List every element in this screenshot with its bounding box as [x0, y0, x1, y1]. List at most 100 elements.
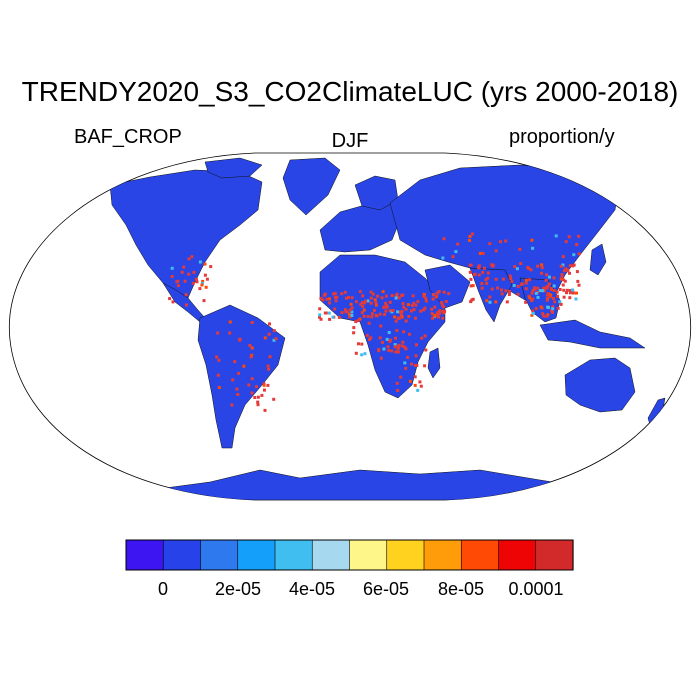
hotspot-cell	[377, 349, 381, 353]
land-arctic-islands	[204, 157, 263, 179]
hotspot-cell	[378, 312, 382, 316]
hotspot-cell	[524, 287, 528, 291]
hotspot-cell	[319, 317, 323, 321]
hotspot-cell	[367, 321, 371, 325]
hotspot-cell	[321, 298, 325, 302]
hotspot-cell	[349, 302, 353, 306]
hotspot-cell	[361, 301, 364, 304]
season-label: DJF	[331, 130, 369, 152]
hotspot-cell	[358, 317, 362, 321]
land-south-america	[197, 304, 286, 449]
hotspot-cell	[451, 255, 455, 259]
hotspot-cell	[404, 319, 408, 323]
hotspot-cell	[410, 362, 414, 366]
hotspot-cell	[505, 300, 509, 304]
hotspot-cell	[352, 326, 356, 330]
hotspot-cell	[354, 300, 358, 304]
hotspot-cell	[215, 355, 219, 359]
land-australia	[564, 357, 636, 413]
hotspot-cell	[231, 378, 235, 382]
hotspot-cell	[524, 300, 528, 304]
hotspot-cell	[217, 358, 221, 362]
hotspot-cell	[388, 309, 392, 313]
hotspot-cell	[408, 332, 411, 336]
hotspot-cell	[382, 305, 386, 309]
hotspot-cell	[350, 310, 354, 314]
hotspot-cell	[360, 353, 364, 357]
hotspot-cell	[441, 256, 445, 260]
hotspot-cell	[398, 310, 402, 314]
hotspot-cell	[494, 300, 498, 304]
hotspot-cell	[577, 234, 581, 238]
colorbar-swatch	[237, 539, 276, 571]
hotspot-cell	[383, 313, 387, 316]
hotspot-cell	[235, 387, 239, 391]
hotspot-cell	[385, 305, 389, 309]
hotspot-cell	[424, 296, 428, 300]
hotspot-cell	[547, 306, 550, 309]
hotspot-cell	[549, 293, 553, 297]
hotspot-cell	[545, 298, 549, 302]
hotspot-cell	[499, 240, 502, 244]
hotspot-cell	[370, 315, 374, 319]
hotspot-cell	[255, 385, 258, 389]
hotspot-cell	[233, 360, 237, 364]
hotspot-cell	[390, 294, 394, 297]
hotspot-cell	[343, 308, 347, 312]
hotspot-cell	[549, 295, 552, 299]
hotspot-cell	[250, 391, 254, 395]
hotspot-cell	[394, 319, 398, 323]
hotspot-cell	[568, 291, 572, 295]
hotspot-cell	[477, 273, 481, 277]
hotspot-cell	[250, 377, 254, 381]
hotspot-cell	[401, 302, 405, 305]
hotspot-cell	[436, 311, 439, 315]
colorbar-tick-label: 2e-05	[214, 579, 262, 599]
hotspot-cell	[477, 265, 481, 269]
hotspot-cell	[563, 279, 567, 283]
hotspot-cell	[200, 283, 204, 287]
hotspot-cell	[366, 299, 370, 303]
hotspot-cell	[561, 283, 565, 287]
hotspot-cell	[442, 290, 446, 294]
hotspot-cell	[363, 352, 367, 356]
hotspot-cell	[262, 383, 266, 387]
hotspot-cell	[364, 299, 367, 303]
hotspot-cell	[524, 278, 528, 282]
hotspot-cell	[541, 289, 545, 293]
hotspot-cell	[437, 290, 441, 293]
hotspot-cell	[536, 295, 540, 299]
hotspot-cell	[482, 266, 486, 270]
hotspot-cell	[187, 257, 191, 261]
hotspot-cell	[422, 308, 426, 312]
hotspot-cell	[568, 271, 571, 275]
hotspot-cell	[384, 294, 388, 298]
hotspot-cell	[556, 294, 560, 298]
hotspot-cell	[192, 270, 196, 274]
hotspot-cell	[571, 291, 575, 295]
hotspot-cell	[381, 340, 384, 344]
hotspot-cell	[444, 300, 448, 303]
hotspot-cell	[340, 292, 344, 296]
hotspot-cell	[328, 301, 332, 305]
hotspot-cell	[530, 291, 534, 295]
hotspot-cell	[263, 336, 267, 340]
hotspot-cell	[400, 314, 404, 318]
hotspot-cell	[471, 284, 475, 288]
hotspot-cell	[485, 299, 489, 303]
hotspot-cell	[171, 300, 175, 304]
hotspot-cell	[432, 293, 436, 297]
hotspot-cell	[469, 277, 473, 281]
hotspot-cell	[543, 289, 547, 293]
hotspot-cell	[414, 354, 418, 358]
hotspot-cell	[468, 270, 472, 274]
hotspot-cell	[350, 314, 354, 317]
hotspot-cell	[434, 294, 438, 298]
hotspot-cell	[486, 276, 490, 280]
hotspot-cell	[516, 284, 520, 288]
hotspot-cell	[509, 277, 513, 280]
hotspot-cell	[560, 276, 564, 280]
hotspot-cell	[340, 311, 344, 315]
hotspot-cell	[413, 364, 417, 367]
hotspot-cell	[395, 381, 399, 385]
